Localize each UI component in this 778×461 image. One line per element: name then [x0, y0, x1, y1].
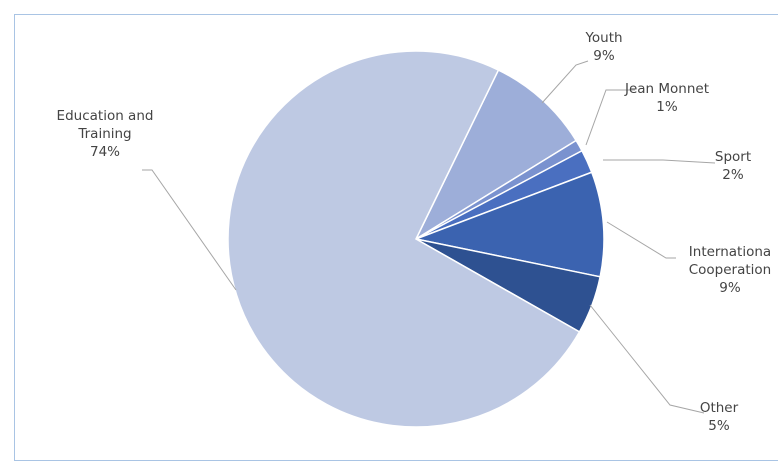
data-label-sport: Sport 2% — [715, 149, 751, 183]
data-label-other: Other 5% — [700, 400, 739, 434]
pie-slice-youth — [414, 69, 578, 241]
leader-line-sport — [603, 159, 716, 164]
label-percent: 74% — [90, 144, 120, 160]
pie-slice-international-cooperation — [413, 171, 605, 278]
label-name-line: Education and — [57, 108, 154, 124]
label-percent: 9% — [719, 280, 741, 296]
label-percent: 9% — [593, 48, 615, 64]
data-label-international-cooperation: Internationa Cooperation 9% — [689, 244, 772, 296]
label-percent: 2% — [722, 167, 744, 183]
label-name-line: Cooperation — [689, 262, 772, 278]
label-percent: 5% — [708, 418, 730, 434]
label-name-line: Training — [77, 126, 131, 142]
leader-line-youth — [541, 60, 589, 104]
label-name-line: Sport — [715, 149, 751, 165]
leader-line-jean-monnet — [585, 89, 635, 146]
data-label-youth: Youth 9% — [584, 30, 622, 64]
label-percent: 1% — [656, 99, 678, 115]
data-label-jean-monnet: Jean Monnet 1% — [624, 81, 709, 115]
label-name-line: Jean Monnet — [624, 81, 709, 97]
label-name-line: Internationa — [689, 244, 771, 260]
pie-slice-education-and-training — [227, 50, 581, 428]
label-name-line: Other — [700, 400, 739, 416]
label-name-line: Youth — [584, 30, 622, 46]
leader-line-education-and-training — [142, 169, 237, 291]
leader-line-international-cooperation — [606, 221, 676, 259]
data-label-education-and-training: Education and Training 74% — [57, 108, 154, 160]
leader-line-other — [589, 304, 705, 414]
